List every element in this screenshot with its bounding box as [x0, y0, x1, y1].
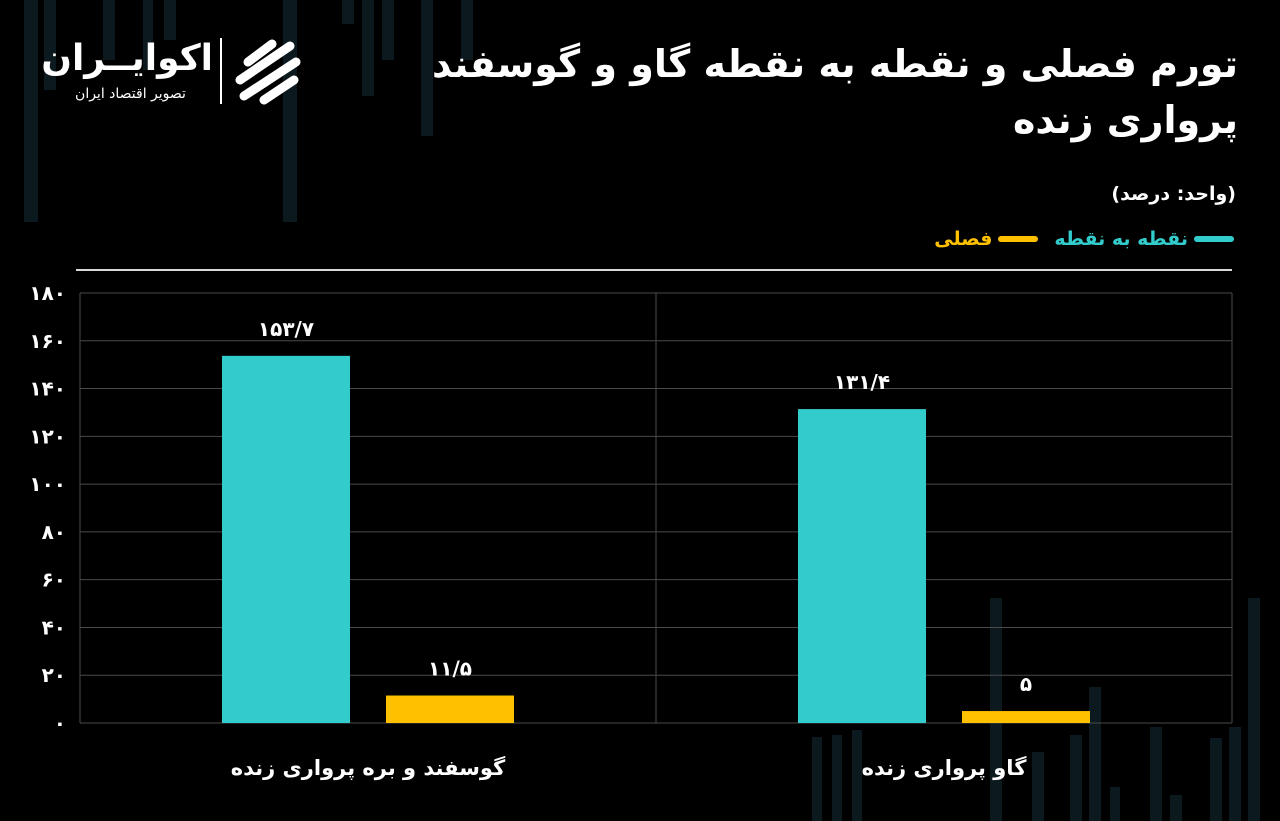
decorative-bar [103, 0, 115, 60]
bar [386, 695, 514, 723]
decorative-bar [382, 0, 394, 60]
decorative-bar [362, 0, 374, 96]
data-label: ۱۵۳/۷ [258, 317, 314, 341]
y-tick-label: ۱۴۰ [29, 377, 66, 401]
legend-swatch-point-to-point [1194, 236, 1234, 242]
y-tick-label: ۸۰ [42, 520, 66, 544]
y-tick-label: ۶۰ [42, 568, 66, 592]
brand-mark-icon [235, 39, 301, 105]
decorative-bar [832, 735, 842, 821]
decorative-bar [1248, 598, 1260, 821]
decorative-bar [1229, 727, 1241, 821]
bar [222, 355, 350, 723]
y-tick-label: ۱۲۰ [29, 424, 66, 448]
brand-logo: اکوایــران تصویر اقتصاد ایران [41, 34, 318, 108]
brand-name: اکوایــران [41, 38, 213, 79]
legend-label-seasonal: فصلی [934, 228, 993, 250]
decorative-bar [812, 737, 822, 821]
decorative-bar [461, 0, 473, 60]
legend-label-point-to-point: نقطه به نقطه [1054, 228, 1188, 250]
decorative-bar [143, 0, 153, 70]
decorative-bar [1210, 738, 1222, 821]
decorative-bar [283, 0, 297, 222]
brand-tagline: تصویر اقتصاد ایران [75, 86, 186, 102]
logo-divider [220, 38, 222, 104]
y-tick-label: ۴۰ [42, 615, 66, 639]
decorative-bar [1032, 752, 1044, 821]
y-tick-label: ۲۰ [42, 663, 66, 687]
decorative-bar [852, 730, 862, 821]
header-divider [76, 269, 1232, 271]
unit-label: (واحد: درصد) [1111, 183, 1236, 205]
decorative-bar [1089, 687, 1101, 821]
y-tick-label: ۱۰۰ [29, 472, 66, 496]
decorative-bar [1070, 735, 1082, 821]
decorative-bar [24, 0, 38, 222]
decorative-bar [44, 0, 56, 90]
decorative-bar [990, 598, 1002, 821]
data-label: ۱۱/۵ [428, 657, 472, 681]
decorative-bar [1150, 727, 1162, 821]
chart-title: تورم فصلی و نقطه به نقطه گاو و گوسفند پر… [432, 42, 1238, 142]
x-category-label: گوسفند و بره پرواری زنده [231, 755, 506, 780]
legend: نقطه به نقطه فصلی [934, 228, 1234, 250]
decorative-bar [1170, 795, 1182, 821]
decorative-bar [342, 0, 354, 24]
x-category-label: گاو پرواری زنده [862, 755, 1028, 780]
y-tick-label: ۱۶۰ [29, 329, 66, 353]
legend-item-seasonal: فصلی [934, 228, 1039, 250]
bar [962, 711, 1090, 723]
legend-swatch-seasonal [998, 236, 1039, 242]
data-label: ۱۳۱/۴ [834, 370, 890, 394]
legend-item-point-to-point: نقطه به نقطه [1054, 228, 1234, 250]
decorative-bar [164, 0, 176, 40]
y-tick-label: ۱۸۰ [29, 281, 66, 305]
decorative-bar [1110, 787, 1120, 821]
decorative-bar [421, 0, 433, 136]
y-tick-label: ۰ [54, 711, 66, 735]
data-label: ۵ [1020, 672, 1032, 696]
bar [798, 409, 926, 723]
